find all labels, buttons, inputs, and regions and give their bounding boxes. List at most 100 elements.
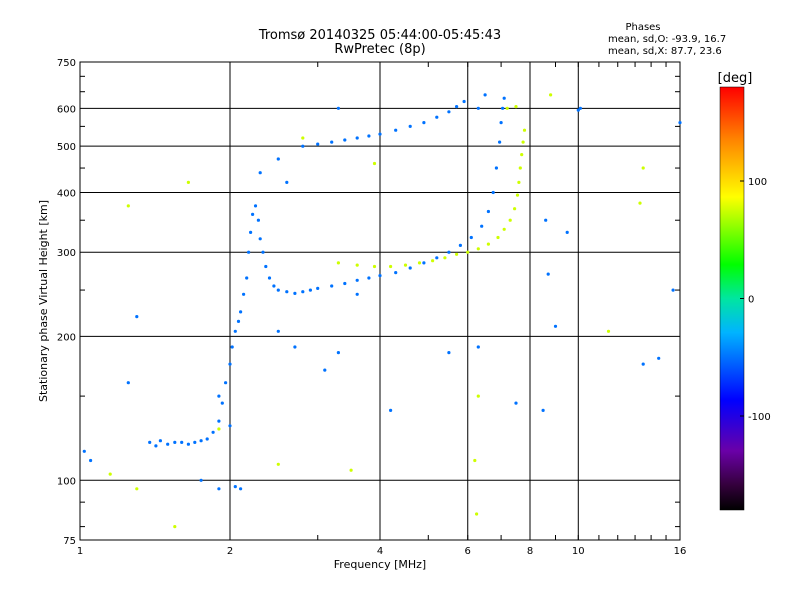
data-point	[349, 468, 353, 472]
data-point	[486, 209, 490, 214]
stats-heading: Phases	[625, 22, 660, 33]
colorbar-tick-label: -100	[748, 412, 771, 423]
colorbar-ticks: 100 0 -100	[740, 177, 771, 423]
data-point	[505, 106, 509, 110]
data-point	[228, 362, 232, 366]
chart-title: Tromsø 20140325 05:44:00-05:45:43	[258, 28, 501, 43]
data-point	[476, 247, 480, 251]
y-tick-label: 100	[57, 476, 76, 487]
data-point	[217, 427, 221, 431]
data-point	[224, 381, 228, 385]
data-point	[249, 230, 253, 234]
data-point	[641, 362, 645, 366]
data-point	[285, 290, 289, 294]
data-point	[517, 180, 521, 184]
data-point	[82, 449, 86, 453]
axis-ticks: 1 2 4 6 8 10 16 75 100 200 300 400 500 600 750	[57, 58, 686, 557]
data-point	[343, 281, 347, 286]
data-point	[522, 128, 527, 132]
y-tick-label: 300	[57, 248, 76, 259]
data-point	[199, 439, 203, 443]
data-point	[486, 242, 490, 246]
data-point	[251, 212, 255, 216]
data-point	[422, 261, 426, 265]
y-tick-label: 600	[57, 104, 76, 115]
data-point	[544, 218, 548, 222]
x-tick-label: 4	[377, 546, 383, 557]
data-point	[546, 272, 550, 276]
data-point	[408, 266, 412, 270]
data-point	[458, 243, 462, 247]
data-point	[336, 106, 340, 110]
data-point	[431, 259, 435, 263]
data-point	[462, 99, 466, 104]
data-point	[330, 284, 334, 288]
data-point	[301, 290, 305, 294]
data-point	[394, 271, 398, 275]
data-point	[285, 180, 289, 184]
data-point	[173, 440, 177, 444]
data-point	[301, 144, 305, 148]
data-point	[258, 171, 262, 175]
data-point	[158, 439, 162, 443]
x-axis-label: Frequency [MHz]	[334, 558, 426, 571]
data-points	[82, 93, 682, 529]
data-point	[657, 356, 661, 360]
data-point	[476, 106, 480, 110]
data-point	[367, 276, 371, 280]
data-point	[520, 153, 524, 157]
x-tick-label: 10	[572, 546, 585, 557]
data-point	[475, 512, 479, 516]
data-point	[372, 161, 377, 166]
data-point	[186, 442, 190, 446]
data-point	[135, 487, 139, 491]
data-point	[253, 204, 258, 208]
data-point	[541, 408, 545, 412]
data-point	[316, 142, 320, 146]
data-point	[239, 310, 243, 314]
data-point	[455, 252, 459, 256]
data-point	[301, 136, 305, 140]
data-point	[502, 227, 506, 231]
data-point	[518, 166, 522, 170]
data-point	[180, 440, 184, 444]
stats-x-line: mean, sd,X: 87.7, 23.6	[608, 46, 722, 57]
x-tick-label: 8	[527, 546, 533, 557]
data-point	[447, 250, 451, 254]
data-point	[494, 166, 498, 170]
data-point	[217, 419, 221, 423]
data-point	[515, 193, 520, 197]
data-point	[89, 458, 93, 463]
data-point	[501, 106, 505, 110]
data-point	[378, 274, 382, 278]
data-point	[323, 368, 327, 372]
data-point	[220, 401, 224, 405]
data-point	[403, 263, 408, 267]
data-point	[480, 224, 484, 228]
x-tick-label: 2	[227, 546, 233, 557]
colorbar-label: [deg]	[718, 71, 753, 86]
data-point	[293, 291, 297, 295]
data-point	[606, 329, 611, 333]
data-point	[261, 250, 265, 254]
data-point	[378, 132, 382, 136]
data-point	[576, 108, 580, 112]
data-point	[343, 138, 347, 142]
data-point	[435, 256, 439, 260]
data-point	[455, 105, 459, 109]
data-point	[389, 408, 393, 412]
data-point	[336, 261, 340, 265]
y-tick-label: 200	[57, 332, 76, 343]
data-point	[233, 329, 237, 333]
data-point	[641, 166, 645, 170]
data-point	[466, 250, 470, 254]
data-point	[211, 430, 215, 434]
y-tick-label: 500	[57, 142, 76, 153]
data-point	[293, 345, 297, 349]
data-point	[126, 381, 130, 385]
data-point	[447, 351, 451, 355]
x-tick-label: 1	[77, 546, 83, 557]
data-point	[513, 207, 517, 211]
data-point	[491, 190, 495, 195]
